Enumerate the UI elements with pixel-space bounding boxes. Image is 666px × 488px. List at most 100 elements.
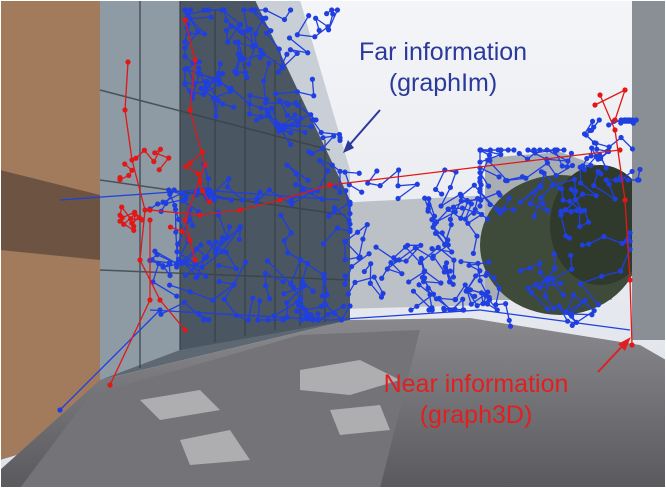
graph-node bbox=[258, 113, 264, 120]
graph-node bbox=[595, 302, 601, 308]
graph-node bbox=[458, 258, 464, 265]
graph-edge bbox=[189, 209, 194, 226]
graph-node bbox=[315, 311, 321, 317]
graph-edge bbox=[369, 282, 382, 298]
graph-node bbox=[591, 308, 597, 314]
graph-edge bbox=[221, 228, 240, 252]
graph-node bbox=[203, 273, 209, 279]
graph-node bbox=[629, 342, 635, 348]
graph-node bbox=[266, 60, 272, 66]
graph-node bbox=[196, 65, 202, 71]
graph-node bbox=[266, 187, 272, 193]
graph-node bbox=[216, 278, 222, 285]
graph-node bbox=[302, 129, 308, 136]
graph-node bbox=[551, 251, 557, 257]
graph-node bbox=[373, 244, 379, 250]
graph-node bbox=[298, 257, 304, 263]
graph-node bbox=[329, 7, 335, 13]
graph-node bbox=[452, 306, 458, 312]
graph-node bbox=[324, 11, 330, 17]
graph-node bbox=[341, 303, 347, 309]
graph-node bbox=[246, 101, 253, 107]
graph-node bbox=[412, 245, 419, 251]
graph-node bbox=[155, 201, 161, 207]
graph-node bbox=[187, 289, 193, 295]
graph-node bbox=[304, 260, 310, 266]
graph-edge bbox=[397, 183, 418, 200]
graph-node bbox=[182, 81, 188, 87]
graph-node bbox=[347, 303, 353, 309]
graph-node bbox=[472, 293, 478, 299]
graph-node bbox=[356, 170, 362, 176]
graph-node bbox=[167, 272, 173, 279]
graph-node bbox=[224, 184, 231, 190]
graph-node bbox=[205, 175, 211, 182]
graph-node bbox=[147, 207, 153, 213]
graph-node bbox=[391, 255, 397, 261]
graph-edge bbox=[340, 305, 351, 321]
graph-node bbox=[332, 205, 338, 211]
graph-node bbox=[301, 283, 308, 289]
graph-node bbox=[132, 211, 138, 218]
graph-edge bbox=[199, 209, 241, 216]
graph-node bbox=[271, 313, 277, 319]
graph-node bbox=[147, 297, 153, 303]
graph-edge bbox=[201, 251, 223, 268]
graph-edge bbox=[354, 276, 375, 284]
graph-node bbox=[309, 76, 316, 82]
graph-node bbox=[479, 211, 485, 218]
graph-node bbox=[294, 119, 300, 125]
graph-node bbox=[505, 147, 511, 153]
graph-node bbox=[544, 207, 551, 214]
graph-node bbox=[432, 230, 439, 236]
graph-node bbox=[474, 233, 480, 239]
graph-node bbox=[197, 178, 203, 185]
graph-node bbox=[182, 217, 188, 223]
graph-node bbox=[468, 301, 474, 307]
graph-node bbox=[569, 266, 575, 272]
graph-node bbox=[379, 275, 385, 281]
graph-node bbox=[544, 276, 550, 282]
graph-edge bbox=[462, 207, 482, 216]
graph-node bbox=[205, 7, 212, 13]
far-information-label: Far information (graphIm) bbox=[330, 37, 556, 99]
graph-node bbox=[284, 100, 291, 106]
graph-node bbox=[418, 255, 424, 261]
graph-edge bbox=[455, 284, 466, 300]
graph-edge bbox=[323, 278, 328, 295]
graph-edge bbox=[160, 301, 185, 315]
graph-edge bbox=[152, 281, 178, 297]
graph-node bbox=[347, 210, 353, 217]
graph-node bbox=[294, 89, 300, 95]
graph-node bbox=[460, 296, 466, 302]
graph-node bbox=[599, 273, 605, 279]
graph-node bbox=[300, 187, 306, 193]
graph-edge bbox=[287, 252, 308, 264]
graph-node bbox=[294, 50, 300, 57]
graph-edge bbox=[248, 45, 257, 65]
graph-node bbox=[228, 197, 234, 203]
graph-node bbox=[457, 191, 463, 197]
graph-node bbox=[264, 258, 271, 264]
graph-edge bbox=[249, 94, 267, 101]
graph-node bbox=[622, 197, 628, 203]
graph-node bbox=[485, 216, 491, 222]
graph-node bbox=[622, 117, 628, 123]
graph-node bbox=[126, 172, 132, 179]
graph-node bbox=[589, 312, 595, 318]
graph-node bbox=[245, 317, 251, 323]
graph-node bbox=[585, 219, 592, 225]
graph-edge bbox=[487, 159, 508, 182]
graph-node bbox=[352, 279, 358, 285]
graph-edge bbox=[540, 184, 554, 199]
graph-edge bbox=[539, 282, 561, 289]
graph-edge bbox=[460, 201, 469, 219]
graph-node bbox=[589, 145, 595, 151]
graph-node bbox=[593, 140, 599, 146]
graph-node bbox=[181, 299, 187, 306]
graph-edge bbox=[438, 297, 451, 311]
graph-node bbox=[597, 92, 603, 98]
graph-node bbox=[255, 317, 261, 323]
graph-node bbox=[317, 157, 323, 163]
